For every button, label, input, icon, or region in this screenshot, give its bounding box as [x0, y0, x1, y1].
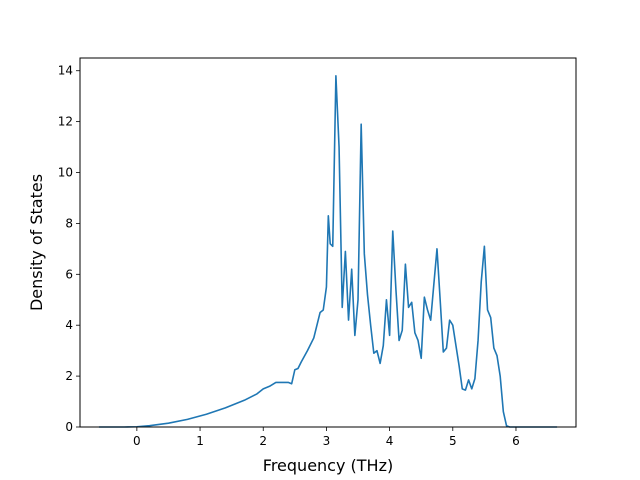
- y-tick-label: 2: [65, 369, 73, 383]
- x-tick-label: 1: [196, 434, 204, 448]
- x-tick-label: 4: [386, 434, 394, 448]
- plot-area: [98, 75, 558, 428]
- y-tick-label: 12: [58, 115, 73, 129]
- x-tick-label: 2: [259, 434, 267, 448]
- y-axis-label: Density of States: [27, 174, 46, 311]
- y-tick-label: 8: [65, 216, 73, 230]
- y-tick-label: 10: [58, 166, 73, 180]
- y-tick-label: 0: [65, 420, 73, 434]
- axes-frame: [79, 57, 577, 428]
- x-tick-label: 6: [512, 434, 520, 448]
- x-axis-label: Frequency (THz): [263, 456, 393, 475]
- y-tick-label: 6: [65, 267, 73, 281]
- x-tick-label: 3: [323, 434, 331, 448]
- dos-series-line-0: [98, 75, 558, 428]
- y-tick-label: 4: [65, 318, 73, 332]
- y-axis-ticks: 0 2 4 6 8 10 12 14: [58, 64, 80, 434]
- y-tick-label: 14: [58, 64, 73, 78]
- x-tick-label: 5: [449, 434, 457, 448]
- x-tick-label: 0: [133, 434, 141, 448]
- x-axis-ticks: 0 1 2 3 4 5 6: [133, 427, 520, 448]
